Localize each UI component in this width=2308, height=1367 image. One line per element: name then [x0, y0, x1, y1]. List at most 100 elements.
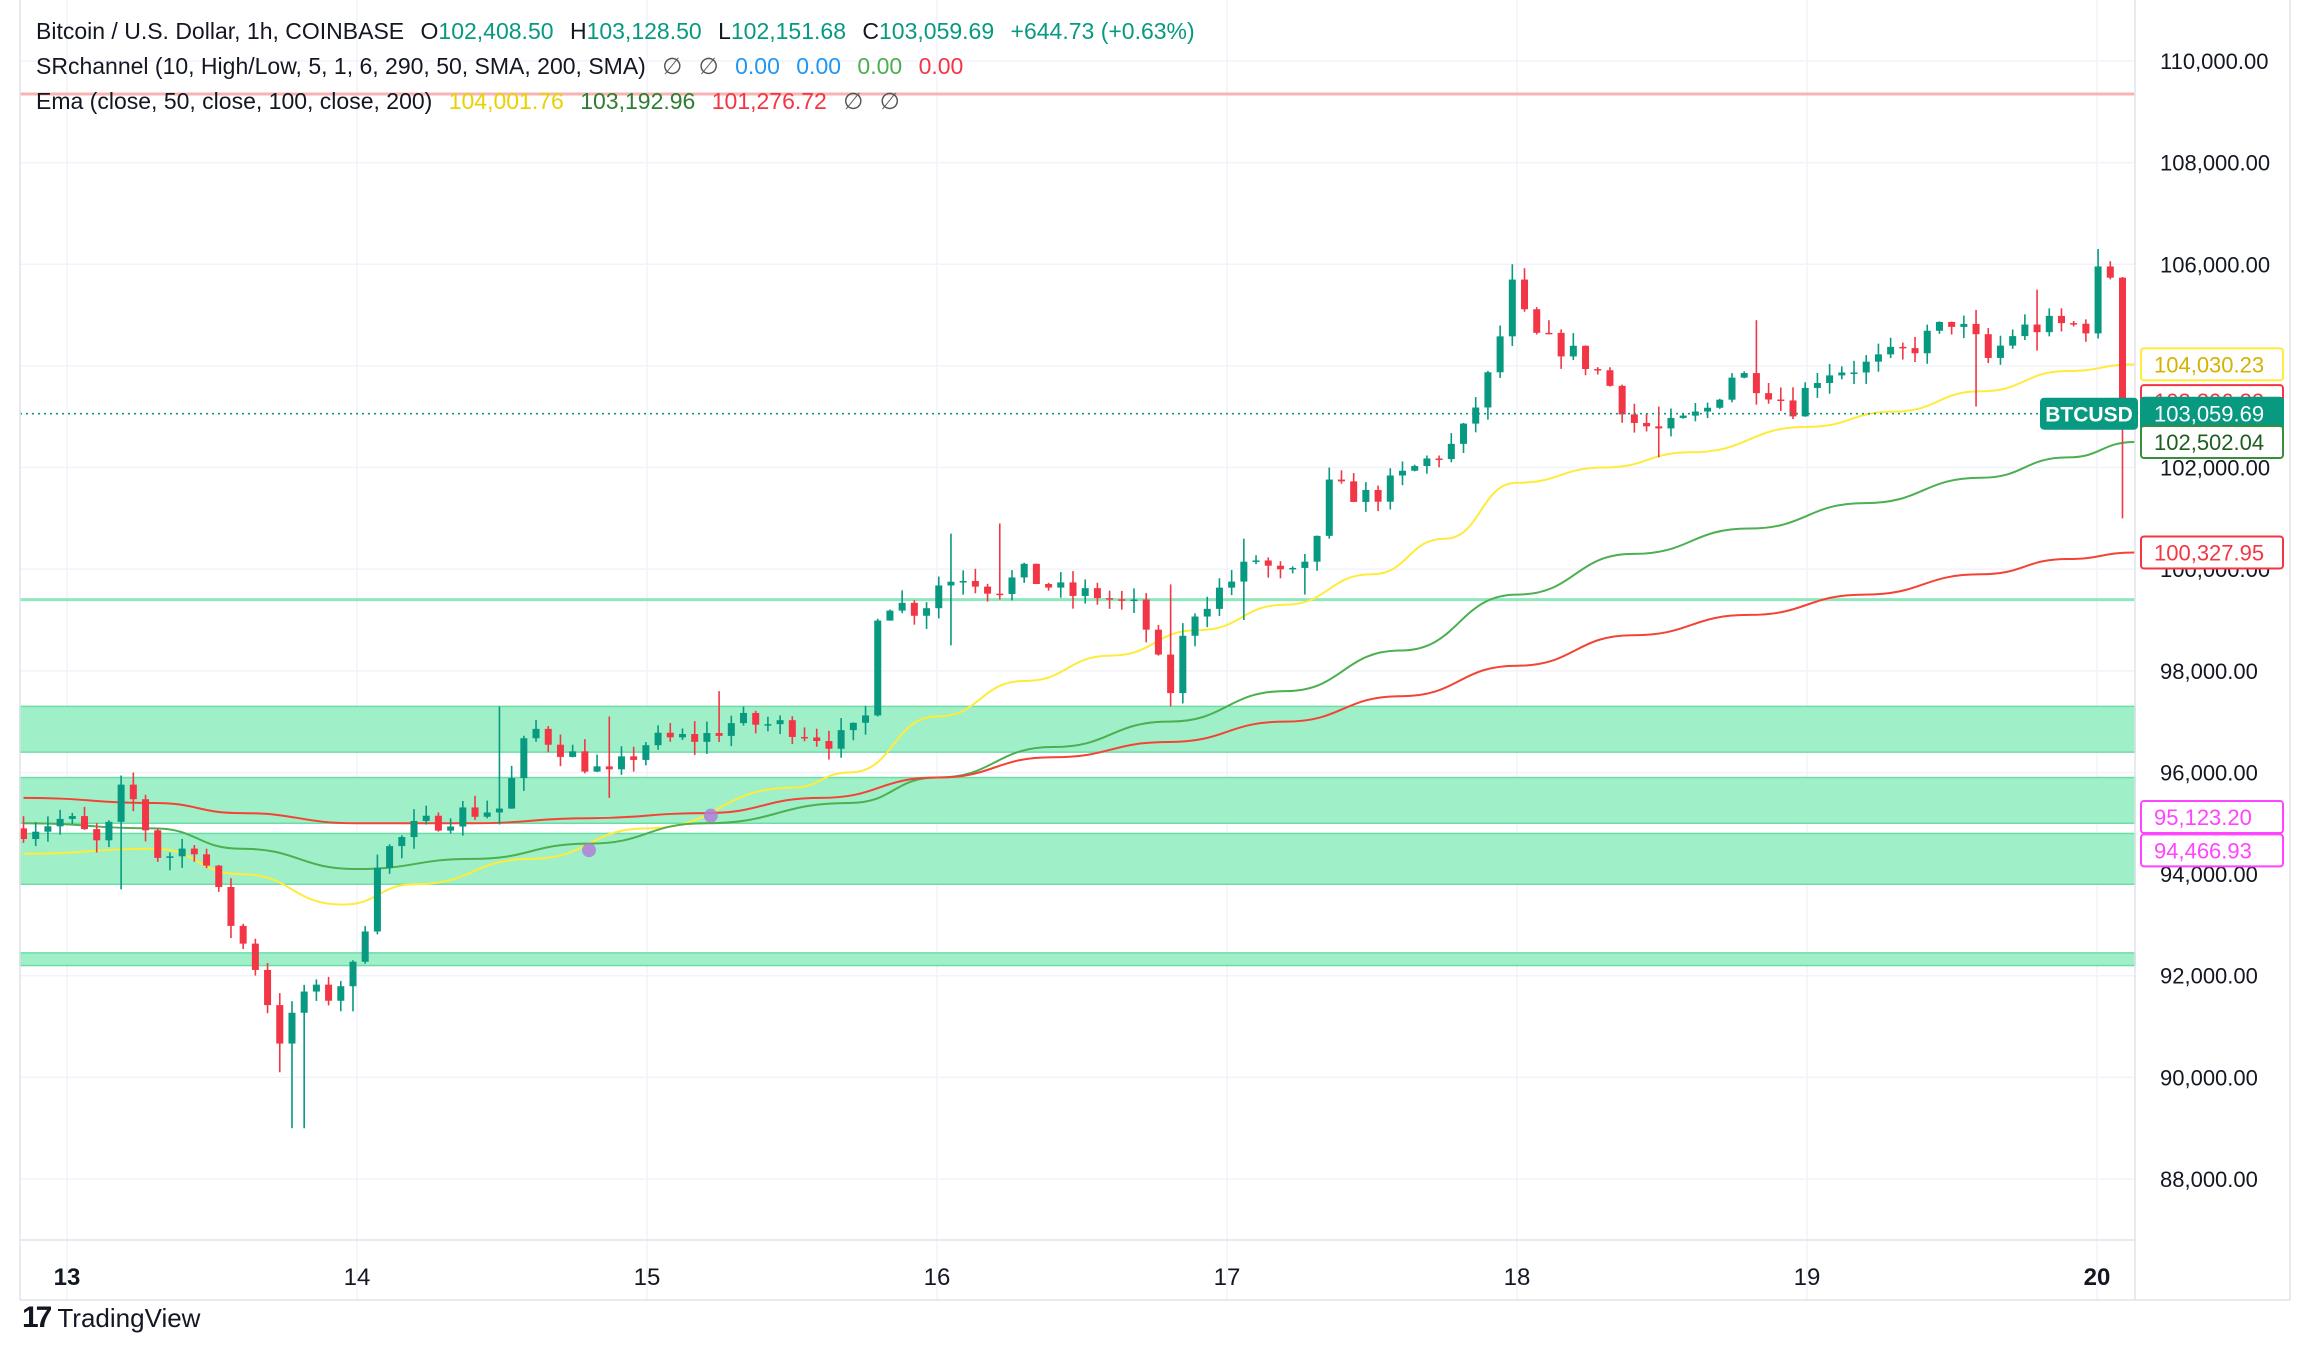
y-tick-label: 88,000.00 — [2160, 1167, 2258, 1192]
candle-body — [2009, 336, 2017, 346]
candle — [1643, 413, 1651, 432]
candle-body — [764, 724, 772, 726]
candle — [1545, 320, 1553, 335]
candle-body — [1398, 470, 1406, 476]
candle — [935, 576, 943, 619]
candle — [1838, 366, 1846, 380]
candle — [532, 719, 540, 742]
candle-body — [569, 751, 577, 757]
ema-val-100: 103,192.96 — [580, 88, 696, 114]
candle-body — [56, 818, 64, 827]
candle-body — [471, 807, 479, 817]
candle-body — [959, 581, 967, 583]
candle — [483, 800, 491, 819]
candle — [1801, 382, 1809, 417]
candle-body — [1667, 417, 1675, 429]
candle-body — [544, 728, 552, 745]
candle-body — [2045, 315, 2053, 333]
x-tick-label: 13 — [54, 1264, 81, 1291]
signal-dot — [582, 843, 596, 858]
candle — [2070, 320, 2078, 327]
candle-body — [1118, 599, 1126, 601]
candle-body — [178, 848, 186, 857]
x-axis: 13 14 15 16 17 18 19 20 — [54, 1264, 2111, 1291]
axis-price-label-text: 95,123.20 — [2154, 805, 2252, 830]
candle — [1618, 384, 1626, 423]
ema-title: Ema (close, 50, close, 100, close, 200) — [36, 88, 433, 114]
candle-body — [1533, 309, 1541, 333]
candle — [1460, 422, 1468, 453]
x-tick-label: 20 — [2084, 1264, 2111, 1291]
candle-body — [1838, 372, 1846, 376]
candle-body — [556, 744, 564, 757]
sr-lines — [20, 92, 2135, 602]
candle — [117, 775, 125, 890]
candle-body — [1618, 385, 1626, 415]
candle-body — [1276, 565, 1284, 570]
candle — [2106, 261, 2114, 280]
legend-symbol-line[interactable]: Bitcoin / U.S. Dollar, 1h, COINBASE O102… — [36, 18, 1205, 45]
candle — [1521, 268, 1529, 312]
candle-body — [166, 856, 174, 858]
candle-body — [361, 931, 369, 962]
candle — [813, 728, 821, 747]
candle-body — [1582, 345, 1590, 370]
candle-body — [1801, 387, 1809, 417]
candle-body — [68, 816, 76, 819]
ema-empty-2: ∅ — [879, 88, 900, 114]
candle-body — [1472, 407, 1480, 424]
candle — [398, 835, 406, 859]
legend-ema-line[interactable]: Ema (close, 50, close, 100, close, 200) … — [36, 88, 910, 115]
candle — [20, 816, 27, 843]
candle-body — [1716, 399, 1724, 408]
tradingview-watermark[interactable]: 17 TradingView — [22, 1301, 200, 1335]
candle-body — [1740, 373, 1748, 378]
candle — [1020, 562, 1028, 583]
candle-body — [312, 984, 320, 992]
candle — [337, 981, 345, 1012]
candle-body — [1777, 399, 1785, 402]
candle-body — [227, 887, 235, 926]
candle-body — [1032, 563, 1040, 585]
srchannel-val-2: 0.00 — [796, 53, 842, 79]
candle — [1118, 590, 1126, 610]
candle-body — [617, 756, 625, 770]
candle-body — [1484, 372, 1492, 408]
candle-body — [1862, 361, 1870, 373]
candle-body — [1960, 323, 1968, 327]
candle-body — [2033, 324, 2041, 333]
candle — [495, 706, 503, 825]
candle — [1594, 367, 1602, 375]
candle — [1850, 360, 1858, 384]
candle — [422, 805, 430, 825]
candle-body — [1154, 629, 1162, 655]
candle-body — [2082, 323, 2090, 334]
candle-body — [849, 722, 857, 731]
tradingview-logo-icon: 17 — [22, 1301, 52, 1334]
candle — [593, 754, 601, 773]
y-tick-label: 110,000.00 — [2160, 49, 2268, 74]
candle — [703, 721, 711, 754]
candle-body — [1008, 577, 1016, 595]
candle-body — [813, 737, 821, 742]
candle — [971, 568, 979, 594]
candle-body — [2106, 266, 2114, 278]
candle — [1130, 588, 1138, 613]
candle — [642, 742, 650, 766]
candle-body — [1899, 346, 1907, 349]
candle — [996, 523, 1004, 600]
candle-body — [1337, 479, 1345, 482]
candle — [129, 772, 137, 812]
candle — [1496, 325, 1504, 378]
candle-body — [2118, 277, 2126, 413]
candle — [947, 533, 955, 646]
candle — [1935, 321, 1943, 334]
candle — [1276, 561, 1284, 579]
candle-body — [581, 751, 589, 772]
legend-srchannel-line[interactable]: SRchannel (10, High/Low, 5, 1, 6, 290, 5… — [36, 53, 973, 80]
candle — [862, 705, 870, 735]
candle — [1057, 572, 1065, 598]
axis-price-label: 102,502.04 — [2140, 425, 2284, 460]
candle-body — [434, 815, 442, 831]
